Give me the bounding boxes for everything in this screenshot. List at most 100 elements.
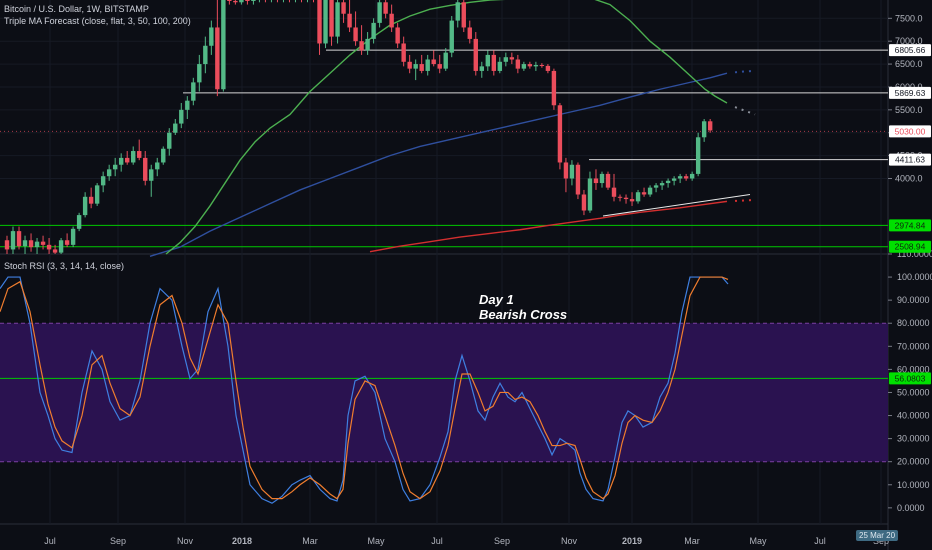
candle-body [191, 82, 196, 101]
candle-body [575, 164, 581, 195]
osc-tick-label: 40.0000 [897, 411, 930, 421]
candle-body [335, 2, 340, 37]
candle-body [557, 105, 563, 163]
candle [503, 52, 509, 67]
candle [64, 233, 70, 248]
candle-body [329, 0, 334, 37]
candle [10, 226, 16, 254]
candle [323, 0, 328, 49]
candle [173, 118, 178, 136]
candle-body [383, 2, 388, 14]
candle [227, 0, 232, 5]
x-tick-label: Mar [684, 536, 700, 546]
candle [587, 171, 593, 213]
candle [695, 132, 701, 177]
candle-body [599, 173, 605, 184]
candle-body [149, 169, 154, 181]
candle [443, 48, 448, 71]
candle [605, 171, 611, 190]
candle [137, 139, 142, 161]
candle-body [365, 38, 370, 51]
candle [161, 146, 166, 165]
candle [449, 16, 454, 58]
candle [437, 54, 442, 74]
candle [623, 194, 629, 204]
candle [419, 54, 424, 74]
candle [491, 50, 497, 76]
candle [473, 32, 478, 76]
candle [569, 160, 575, 186]
candle [671, 176, 677, 186]
price-label-text: 4411.63 [895, 155, 925, 165]
price-label-text: 5030.00 [895, 126, 926, 136]
candle [167, 128, 172, 156]
candle-body [431, 59, 436, 65]
candle-body [629, 199, 635, 202]
candle [617, 194, 623, 202]
candle [665, 178, 671, 188]
candle [221, 0, 226, 92]
annotation-bearish-cross: Bearish Cross [479, 307, 568, 322]
candle [118, 153, 124, 172]
candle [389, 4, 394, 33]
osc-tick-label: 50.0000 [897, 387, 930, 397]
candle-body [34, 241, 40, 248]
candle-body [106, 169, 112, 177]
legend-oscillator: Stoch RSI (3, 3, 14, 14, close) [4, 261, 125, 271]
candle-body [671, 178, 677, 181]
x-tick-label: Sep [494, 536, 510, 546]
candle [335, 0, 340, 44]
candle-body [112, 164, 118, 170]
candle [641, 187, 647, 197]
candle-body [395, 27, 400, 44]
price-labels: 6805.66 5869.63 5030.00 4411.63 2974.84 2508.… [889, 44, 931, 385]
candle-body [437, 64, 442, 69]
x-tick-label: 2019 [622, 536, 642, 546]
osc-tick-label: 60.0000 [897, 364, 930, 374]
candle [131, 146, 136, 165]
osc-tick-label: 10.0000 [897, 480, 930, 490]
candle [341, 0, 346, 23]
candle [34, 237, 40, 254]
candle-body [545, 65, 551, 71]
ma-200-line [369, 200, 728, 253]
candle [611, 173, 617, 202]
candle [383, 0, 388, 19]
candle [557, 102, 563, 170]
candle-body [203, 45, 208, 65]
candle [28, 233, 34, 252]
candle-body [4, 240, 10, 250]
candle [431, 50, 436, 67]
candle [527, 61, 533, 69]
osc-tick-label: 70.0000 [897, 341, 930, 351]
candle-body [701, 121, 707, 138]
candle-body [76, 215, 82, 229]
candle [407, 54, 412, 74]
candle-body [449, 20, 454, 53]
candle-body [46, 244, 52, 250]
candle [245, 0, 250, 5]
candle [701, 118, 707, 142]
candle [455, 0, 460, 28]
candle-body [239, 0, 244, 3]
candle-body [689, 173, 695, 179]
candle-body [413, 64, 418, 69]
candle [497, 57, 503, 74]
candle [76, 212, 82, 232]
candle-body [563, 162, 569, 179]
price-tick-label: 7000.0 [895, 36, 923, 46]
candle [149, 164, 154, 197]
candle-body [503, 57, 509, 62]
candle [58, 237, 64, 254]
candle [179, 102, 184, 129]
trend-line [602, 194, 751, 217]
price-tick-label: 6500.0 [895, 59, 923, 69]
candle-body [40, 241, 46, 245]
candle-body [623, 197, 629, 200]
candle [329, 0, 334, 46]
candle-body [197, 64, 202, 83]
candle-body [509, 57, 515, 60]
price-label: 2508.94 [889, 240, 931, 253]
candle-body [425, 59, 430, 71]
